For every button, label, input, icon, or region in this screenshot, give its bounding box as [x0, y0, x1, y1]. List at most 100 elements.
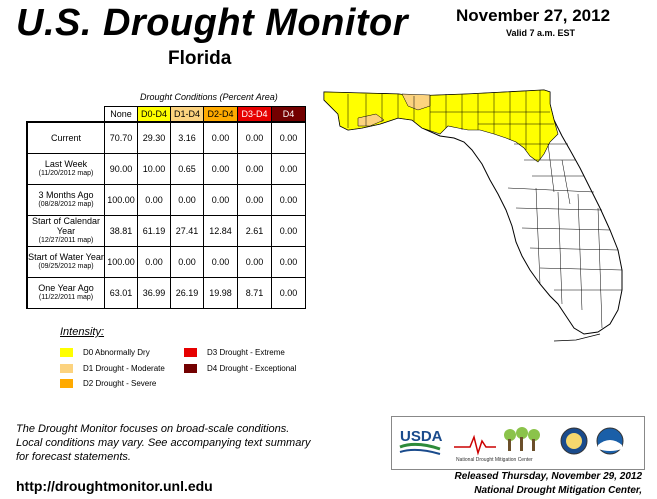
row-label: Current — [26, 121, 105, 154]
legend-label-d3: D3 Drought - Extreme — [207, 348, 285, 357]
table-cell: 0.00 — [203, 184, 238, 216]
legend-swatch-d3 — [184, 348, 197, 357]
row-label-date: (09/25/2012 map) — [38, 263, 94, 270]
table-cell: 70.70 — [104, 121, 138, 154]
florida-drought-map — [323, 89, 623, 342]
column-header-d3-d4: D3-D4 — [237, 106, 272, 123]
table-cell: 0.00 — [271, 184, 306, 216]
table-cell: 0.00 — [170, 246, 204, 278]
table-cell: 12.84 — [203, 215, 238, 247]
legend-item-d0: D0 Abnormally Dry — [60, 348, 150, 357]
table-row: One Year Ago (11/22/2011 map) 63.01 36.99 26… — [26, 277, 306, 309]
row-label-text: Start of Calendar Year — [31, 216, 101, 236]
release-info: Released Thursday, November 29, 2012 Nat… — [420, 470, 643, 498]
d1-moderate-drought-region-2 — [357, 113, 385, 127]
d1-moderate-drought-region — [401, 93, 431, 111]
legend-item-d1: D1 Drought - Moderate — [60, 364, 165, 373]
table-cell: 27.41 — [170, 215, 204, 247]
table-cell: 0.00 — [137, 246, 171, 278]
table-cell: 0.00 — [237, 184, 272, 216]
row-label-text: Current — [50, 133, 81, 143]
table-cell: 63.01 — [104, 277, 138, 309]
drought-stats-table: None D0-D4 D1-D4 D2-D4 D3-D4 D4 Current 7… — [26, 106, 306, 309]
row-label-date: (11/22/2011 map) — [38, 294, 94, 301]
legend-label-d1: D1 Drought - Moderate — [83, 364, 165, 373]
table-cell: 10.00 — [137, 153, 171, 185]
map-date: November 27, 2012 — [456, 6, 611, 25]
row-label-text: One Year Ago — [38, 283, 94, 293]
table-row: Start of Water Year (09/25/2012 map) 100.0… — [26, 246, 306, 278]
table-cell: 19.98 — [203, 277, 238, 309]
table-cell: 0.00 — [137, 184, 171, 216]
svg-text:USDA: USDA — [400, 428, 443, 445]
table-cell: 0.00 — [203, 153, 238, 185]
doc-seal-icon — [560, 427, 588, 455]
legend-label-d4: D4 Drought - Exceptional — [207, 364, 297, 373]
row-label-text: Start of Water Year — [28, 252, 104, 262]
disclaimer-line-3: for forecast statements. — [16, 451, 131, 463]
legend-swatch-d2 — [60, 379, 73, 388]
table-row: Last Week (11/20/2012 map) 90.00 10.00 0.65 0… — [26, 153, 306, 185]
legend-swatch-d4 — [184, 364, 197, 373]
row-label: Start of Calendar Year (12/27/2011 map) — [26, 215, 105, 247]
column-header-none: None — [104, 106, 138, 123]
table-caption: Drought Conditions (Percent Area) — [140, 92, 278, 102]
ndmc-logo: National Drought Mitigation Center — [454, 427, 540, 463]
florida-keys — [553, 333, 601, 342]
row-label: Last Week (11/20/2012 map) — [26, 153, 105, 185]
legend-title: Intensity: — [60, 326, 105, 338]
table-cell: 0.00 — [271, 153, 306, 185]
row-label-date: (08/28/2012 map) — [38, 201, 94, 208]
table-cell: 0.00 — [271, 121, 306, 154]
county-boundaries — [347, 90, 623, 329]
table-cell: 61.19 — [137, 215, 171, 247]
table-cell: 0.00 — [203, 246, 238, 278]
legend-label-d2: D2 Drought - Severe — [83, 379, 157, 388]
row-label-date: (12/27/2011 map) — [38, 237, 94, 244]
release-org: National Drought Mitigation Center, — [474, 485, 642, 496]
table-cell: 0.00 — [203, 121, 238, 154]
partner-logos: USDA National Drought Mitigation Center — [391, 416, 645, 470]
table-cell: 0.00 — [271, 277, 306, 309]
table-cell: 3.16 — [170, 121, 204, 154]
column-header-d0-d4: D0-D4 — [137, 106, 171, 123]
table-cell: 2.61 — [237, 215, 272, 247]
table-cell: 0.65 — [170, 153, 204, 185]
d0-abnormally-dry-region — [323, 89, 559, 163]
table-cell: 0.00 — [271, 246, 306, 278]
main-title: U.S. Drought Monitor — [16, 2, 409, 44]
table-row: 3 Months Ago (08/28/2012 map) 100.00 0.00 0.… — [26, 184, 306, 216]
table-cell: 100.00 — [104, 246, 138, 278]
disclaimer: The Drought Monitor focuses on broad-sca… — [16, 422, 346, 464]
table-cell: 0.00 — [170, 184, 204, 216]
column-header-d1-d4: D1-D4 — [170, 106, 204, 123]
table-cell: 26.19 — [170, 277, 204, 309]
table-cell: 29.30 — [137, 121, 171, 154]
legend-item-d2: D2 Drought - Severe — [60, 379, 156, 388]
legend-item-d3: D3 Drought - Extreme — [184, 348, 285, 357]
table-row: Start of Calendar Year (12/27/2011 map) 38… — [26, 215, 306, 247]
table-cell: 0.00 — [237, 153, 272, 185]
disclaimer-line-1: The Drought Monitor focuses on broad-sca… — [16, 423, 290, 435]
row-label-text: 3 Months Ago — [38, 190, 94, 200]
row-label: One Year Ago (11/22/2011 map) — [26, 277, 105, 309]
column-header-d2-d4: D2-D4 — [203, 106, 238, 123]
table-cell: 100.00 — [104, 184, 138, 216]
table-cell: 36.99 — [137, 277, 171, 309]
table-cell: 90.00 — [104, 153, 138, 185]
legend-label-d0: D0 Abnormally Dry — [83, 348, 150, 357]
legend-swatch-d1 — [60, 364, 73, 373]
noaa-logo-icon — [596, 427, 624, 455]
state-name: Florida — [168, 48, 232, 69]
table-header-row: None D0-D4 D1-D4 D2-D4 D3-D4 D4 — [27, 106, 306, 123]
row-label: 3 Months Ago (08/28/2012 map) — [26, 184, 105, 216]
table-cell: 0.00 — [237, 121, 272, 154]
website-url[interactable]: http://droughtmonitor.unl.edu — [16, 478, 213, 494]
legend-swatch-d0 — [60, 348, 73, 357]
valid-time: Valid 7 a.m. EST — [506, 28, 576, 38]
table-cell: 0.00 — [271, 215, 306, 247]
row-label-date: (11/20/2012 map) — [38, 170, 94, 177]
table-row: Current 70.70 29.30 3.16 0.00 0.00 0.00 — [26, 121, 306, 154]
usda-logo: USDA — [399, 428, 443, 455]
release-date: Released Thursday, November 29, 2012 — [454, 471, 643, 482]
